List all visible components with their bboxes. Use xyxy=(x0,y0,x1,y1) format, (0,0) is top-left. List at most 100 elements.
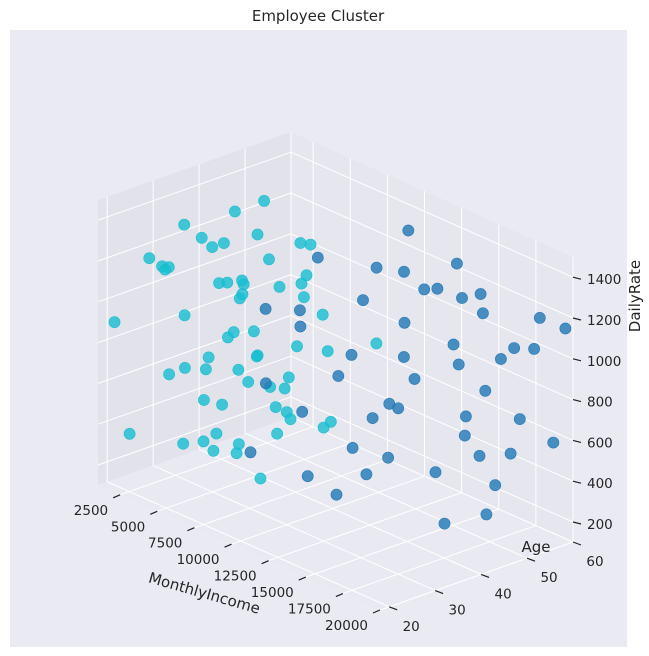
data-point xyxy=(304,238,317,251)
data-point xyxy=(294,237,307,249)
data-point xyxy=(528,342,540,355)
z-tick xyxy=(572,358,582,362)
z-grid-line xyxy=(290,192,574,319)
x-tick xyxy=(261,560,269,565)
data-point xyxy=(177,437,190,450)
data-point xyxy=(296,405,309,418)
data-point xyxy=(178,361,191,374)
data-point xyxy=(199,363,212,376)
data-point xyxy=(447,338,460,351)
data-point xyxy=(450,257,463,270)
data-point xyxy=(397,351,410,363)
data-point xyxy=(247,325,260,338)
data-point xyxy=(332,370,345,382)
data-point xyxy=(370,261,383,274)
x-grid-line xyxy=(231,475,425,545)
data-point xyxy=(178,309,191,322)
data-point xyxy=(263,253,275,266)
y-axis-title: Age xyxy=(521,538,550,556)
data-point xyxy=(383,397,396,410)
data-point xyxy=(473,449,486,462)
data-point xyxy=(195,231,208,244)
data-point xyxy=(456,292,468,304)
x-tick-label: 12500 xyxy=(214,569,257,585)
z-grid-line xyxy=(97,396,292,466)
data-point xyxy=(250,350,263,363)
data-point xyxy=(178,218,191,231)
data-point xyxy=(489,479,502,492)
y-grid-line xyxy=(244,432,528,559)
y-grid-line xyxy=(290,416,574,543)
data-point xyxy=(321,345,334,358)
data-point xyxy=(513,413,526,425)
z-tick xyxy=(572,317,582,321)
z-tick-label: 1400 xyxy=(587,272,621,288)
data-point xyxy=(301,470,314,483)
data-point xyxy=(382,451,394,464)
z-grid-line xyxy=(290,233,574,360)
data-point xyxy=(295,277,308,290)
y-tick xyxy=(572,541,582,546)
data-point xyxy=(244,446,257,459)
z-grid-line xyxy=(97,233,292,303)
data-point xyxy=(221,331,234,344)
data-point xyxy=(429,466,442,479)
data-point xyxy=(508,342,520,354)
x-grid-line xyxy=(157,442,351,512)
data-point xyxy=(259,302,272,315)
x-tick-label: 7500 xyxy=(148,536,182,552)
z-grid-line xyxy=(97,355,292,425)
z-grid-line xyxy=(290,396,574,523)
z-tick xyxy=(572,521,582,525)
data-point xyxy=(108,316,121,329)
x-grid-line xyxy=(379,541,574,611)
grid-lines xyxy=(97,132,574,611)
data-point xyxy=(452,358,465,371)
data-point xyxy=(479,384,492,397)
x-tick-label: 17500 xyxy=(288,602,331,618)
data-point xyxy=(259,377,272,390)
data-point xyxy=(533,311,546,324)
data-point xyxy=(324,415,337,428)
data-point xyxy=(357,294,369,307)
x-tick xyxy=(372,609,381,614)
data-point xyxy=(278,382,291,395)
y-tick-label: 60 xyxy=(586,554,603,570)
data-point xyxy=(236,274,248,287)
x-tick xyxy=(112,494,121,499)
z-tick xyxy=(572,480,582,484)
data-point xyxy=(360,468,373,481)
y-grid-line xyxy=(198,448,482,575)
data-point xyxy=(269,401,282,413)
data-point xyxy=(271,427,283,440)
data-point xyxy=(345,348,358,361)
data-point xyxy=(547,436,560,449)
x-tick xyxy=(187,527,195,532)
data-point xyxy=(398,265,410,278)
x-grid-line xyxy=(268,492,462,562)
y-tick-label: 30 xyxy=(449,603,466,619)
z-grid-line xyxy=(97,274,292,344)
z-tick xyxy=(572,439,582,443)
data-point xyxy=(294,320,307,333)
data-point xyxy=(480,508,493,521)
data-point xyxy=(251,228,264,241)
data-point xyxy=(504,447,517,460)
data-point xyxy=(398,316,411,329)
x-grid-line xyxy=(342,525,537,595)
z-tick-label: 1200 xyxy=(587,313,621,329)
x-tick xyxy=(150,510,158,515)
x-tick xyxy=(335,592,344,598)
x-tick xyxy=(298,576,307,581)
x-grid-line xyxy=(305,508,499,578)
data-point xyxy=(370,337,383,350)
z-grid-line xyxy=(290,274,574,401)
data-point xyxy=(230,447,243,460)
y-grid-line xyxy=(152,465,436,592)
y-grid-line xyxy=(106,481,390,608)
data-point xyxy=(143,252,156,265)
data-point xyxy=(221,276,234,289)
data-point xyxy=(316,308,329,321)
y-tick-label: 20 xyxy=(403,619,420,635)
